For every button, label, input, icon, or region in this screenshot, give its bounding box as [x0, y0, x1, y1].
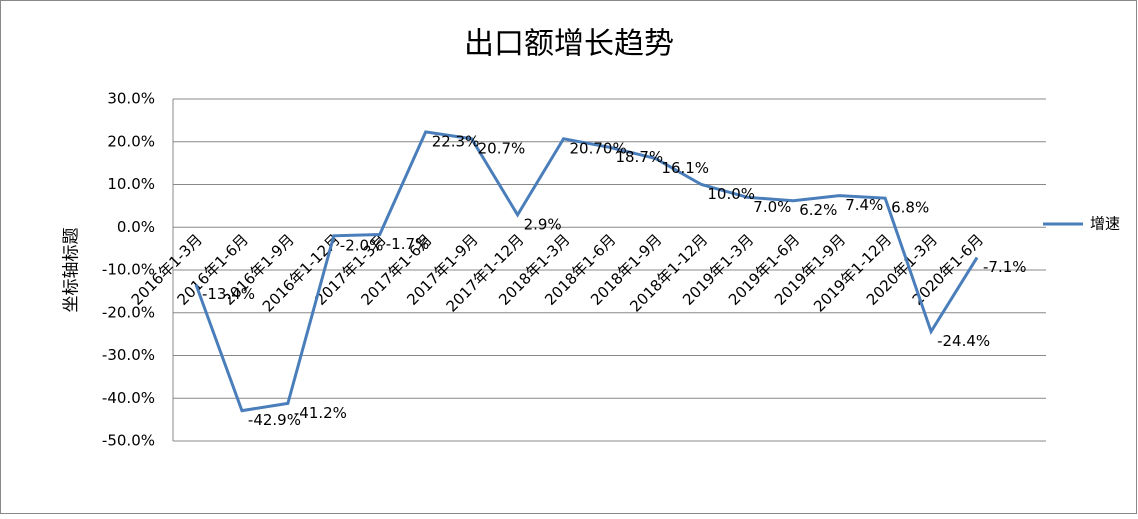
y-axis-title: 坐标轴标题: [62, 228, 82, 313]
data-label: 7.4%: [845, 196, 883, 214]
data-label: 22.3%: [432, 132, 480, 150]
data-label: 20.7%: [478, 139, 526, 157]
data-label: -42.9%: [248, 411, 301, 429]
data-label: 7.0%: [753, 198, 791, 216]
data-label: 18.7%: [615, 148, 663, 166]
data-label: -13.4%: [202, 285, 255, 303]
data-label: -41.2%: [294, 404, 347, 422]
data-label: -1.7%: [386, 235, 430, 253]
data-label: 2.9%: [524, 215, 562, 233]
y-tick-label: 30.0%: [107, 90, 155, 108]
data-label: 16.1%: [661, 159, 709, 177]
data-label: 6.8%: [891, 199, 929, 217]
data-line: [194, 130, 979, 413]
y-tick-label: -20.0%: [102, 303, 155, 321]
legend-label: 增速: [1090, 215, 1120, 233]
y-tick-label: -30.0%: [102, 346, 155, 364]
data-label: 10.0%: [707, 185, 755, 203]
chart-title: 出口额增长趋势: [464, 27, 674, 62]
data-label: -7.1%: [983, 258, 1027, 276]
y-tick-label: -50.0%: [102, 432, 155, 450]
data-label: -24.4%: [937, 332, 990, 350]
y-tick-label: -10.0%: [102, 261, 155, 279]
data-label: 6.2%: [799, 201, 837, 219]
y-tick-label: 0.0%: [117, 218, 155, 236]
y-tick-label: -40.0%: [102, 389, 155, 407]
y-tick-label: 10.0%: [107, 175, 155, 193]
y-tick-label: 20.0%: [107, 132, 155, 150]
data-label: -2.0%: [340, 236, 384, 254]
data-label: 20.70%: [570, 139, 627, 157]
